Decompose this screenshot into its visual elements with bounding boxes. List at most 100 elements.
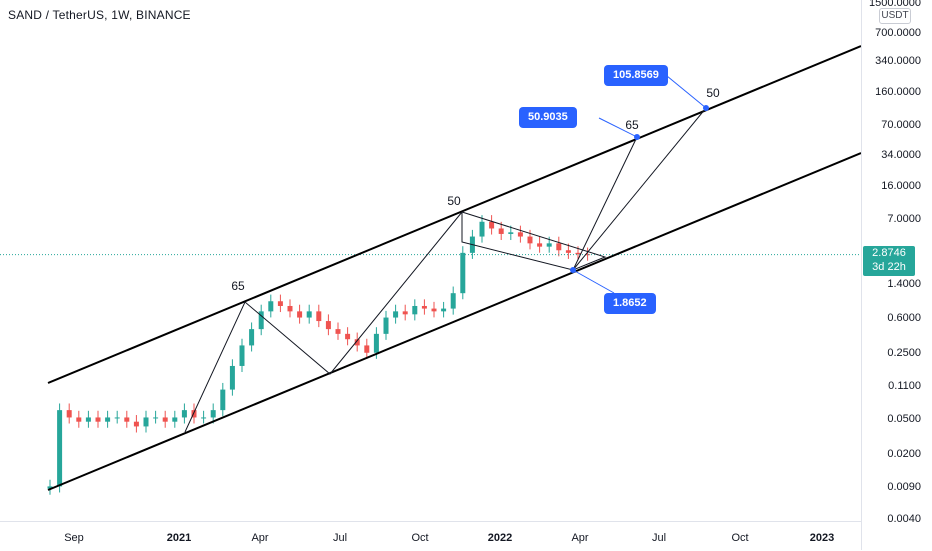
price-tick: 0.0040 bbox=[887, 513, 921, 525]
target-point bbox=[570, 267, 576, 273]
candle-body bbox=[527, 236, 533, 244]
target-callout-2[interactable]: 50.9035 bbox=[519, 107, 577, 128]
price-tick: 0.0090 bbox=[887, 481, 921, 493]
last-price-value: 2.8746 bbox=[872, 247, 906, 259]
candle-body bbox=[556, 243, 562, 251]
wave-path bbox=[184, 211, 463, 433]
wave-label-4: 50 bbox=[706, 86, 720, 100]
candle-body bbox=[277, 301, 283, 306]
candle-body bbox=[450, 293, 456, 309]
price-tick: 1.4000 bbox=[887, 278, 921, 290]
time-tick: 2021 bbox=[166, 532, 192, 544]
candle-body bbox=[287, 305, 293, 312]
candle-body bbox=[508, 232, 514, 234]
candle-body bbox=[335, 329, 341, 334]
price-tick: 700.0000 bbox=[875, 27, 921, 39]
callout-connector-1 bbox=[666, 75, 707, 109]
candle-body bbox=[421, 305, 427, 309]
channel-lower-line bbox=[47, 152, 861, 491]
candle-body bbox=[402, 311, 408, 315]
candle-body bbox=[258, 311, 264, 330]
candle-body bbox=[345, 333, 351, 340]
price-tick: 0.0500 bbox=[887, 413, 921, 425]
candle-body bbox=[172, 417, 178, 422]
candle-body bbox=[364, 345, 370, 353]
candle-body bbox=[201, 417, 207, 419]
time-tick: Oct bbox=[731, 532, 749, 544]
candle-body bbox=[210, 410, 216, 418]
candle-body bbox=[306, 311, 312, 318]
price-tick: 34.0000 bbox=[881, 149, 921, 161]
wave-label-1: 65 bbox=[231, 279, 245, 293]
candle-body bbox=[153, 417, 159, 419]
callout-connector-2 bbox=[598, 117, 638, 138]
candle-body bbox=[297, 311, 303, 318]
candle-body bbox=[489, 221, 495, 229]
candle-body bbox=[393, 311, 399, 318]
candle-body bbox=[325, 321, 331, 330]
candle-body bbox=[191, 410, 197, 418]
candle-body bbox=[431, 308, 437, 312]
price-tick: 160.0000 bbox=[875, 86, 921, 98]
target-point bbox=[703, 105, 709, 111]
candle-body bbox=[316, 311, 322, 322]
candle-body bbox=[537, 243, 543, 247]
candle-body bbox=[143, 417, 149, 427]
candle-body bbox=[268, 301, 274, 312]
price-tick: 1500.0000 bbox=[869, 0, 921, 9]
price-tick: 0.2500 bbox=[887, 347, 921, 359]
currency-selector[interactable]: USDT bbox=[879, 8, 911, 24]
price-tick: 0.6000 bbox=[887, 312, 921, 324]
candle-body bbox=[585, 254, 591, 256]
bar-countdown: 3d 22h bbox=[872, 261, 906, 273]
candle-body bbox=[249, 329, 255, 346]
candle-body bbox=[441, 308, 447, 312]
drawing-overlays bbox=[0, 45, 861, 491]
time-tick: Oct bbox=[411, 532, 429, 544]
projection-line-2 bbox=[572, 107, 707, 271]
last-price-badge: 2.8746 3d 22h bbox=[863, 246, 915, 276]
price-tick: 340.0000 bbox=[875, 55, 921, 67]
price-tick: 16.0000 bbox=[881, 180, 921, 192]
triangle-pattern bbox=[461, 211, 607, 271]
candle-body bbox=[57, 410, 63, 487]
candle-body bbox=[412, 305, 418, 315]
projection-line-1 bbox=[572, 136, 638, 271]
candle-body bbox=[105, 417, 111, 422]
price-axis[interactable]: 1500.0000 700.0000 340.0000 160.0000 70.0000… bbox=[861, 0, 932, 550]
price-tick: 0.1100 bbox=[888, 380, 921, 392]
time-tick: 2022 bbox=[487, 532, 513, 544]
channel-upper-line bbox=[47, 45, 861, 384]
candle-body bbox=[565, 250, 571, 253]
price-tick: 70.0000 bbox=[881, 119, 921, 131]
candles-group bbox=[47, 215, 591, 495]
candle-body bbox=[181, 410, 187, 418]
price-tick: 7.0000 bbox=[887, 213, 921, 225]
candle-body bbox=[114, 417, 120, 419]
candle-body bbox=[76, 417, 82, 422]
candle-body bbox=[354, 339, 360, 346]
candle-body bbox=[220, 389, 226, 411]
wave-label-2: 50 bbox=[447, 194, 461, 208]
candle-body bbox=[460, 252, 466, 294]
candle-body bbox=[239, 345, 245, 366]
time-tick: Jul bbox=[332, 532, 348, 544]
callout-connector-3 bbox=[572, 269, 615, 294]
target-point bbox=[634, 134, 640, 140]
price-tick: 0.0200 bbox=[887, 448, 921, 460]
candle-body bbox=[546, 243, 552, 247]
chart-title: SAND / TetherUS, 1W, BINANCE bbox=[8, 8, 191, 22]
time-tick: Sep bbox=[64, 532, 84, 544]
candle-body bbox=[162, 417, 168, 422]
time-axis[interactable]: Sep 2021 Apr Jul Oct 2022 Apr Jul Oct 2023 bbox=[0, 521, 861, 551]
support-callout[interactable]: 1.8652 bbox=[604, 293, 656, 314]
candle-body bbox=[133, 421, 139, 427]
time-tick: Apr bbox=[251, 532, 269, 544]
price-chart-plot[interactable] bbox=[0, 0, 861, 521]
candle-body bbox=[229, 365, 235, 390]
target-callout-1[interactable]: 105.8569 bbox=[604, 65, 668, 86]
candle-body bbox=[383, 317, 389, 334]
wave-label-3: 65 bbox=[625, 118, 639, 132]
candle-body bbox=[124, 417, 130, 422]
candle-body bbox=[575, 252, 581, 255]
